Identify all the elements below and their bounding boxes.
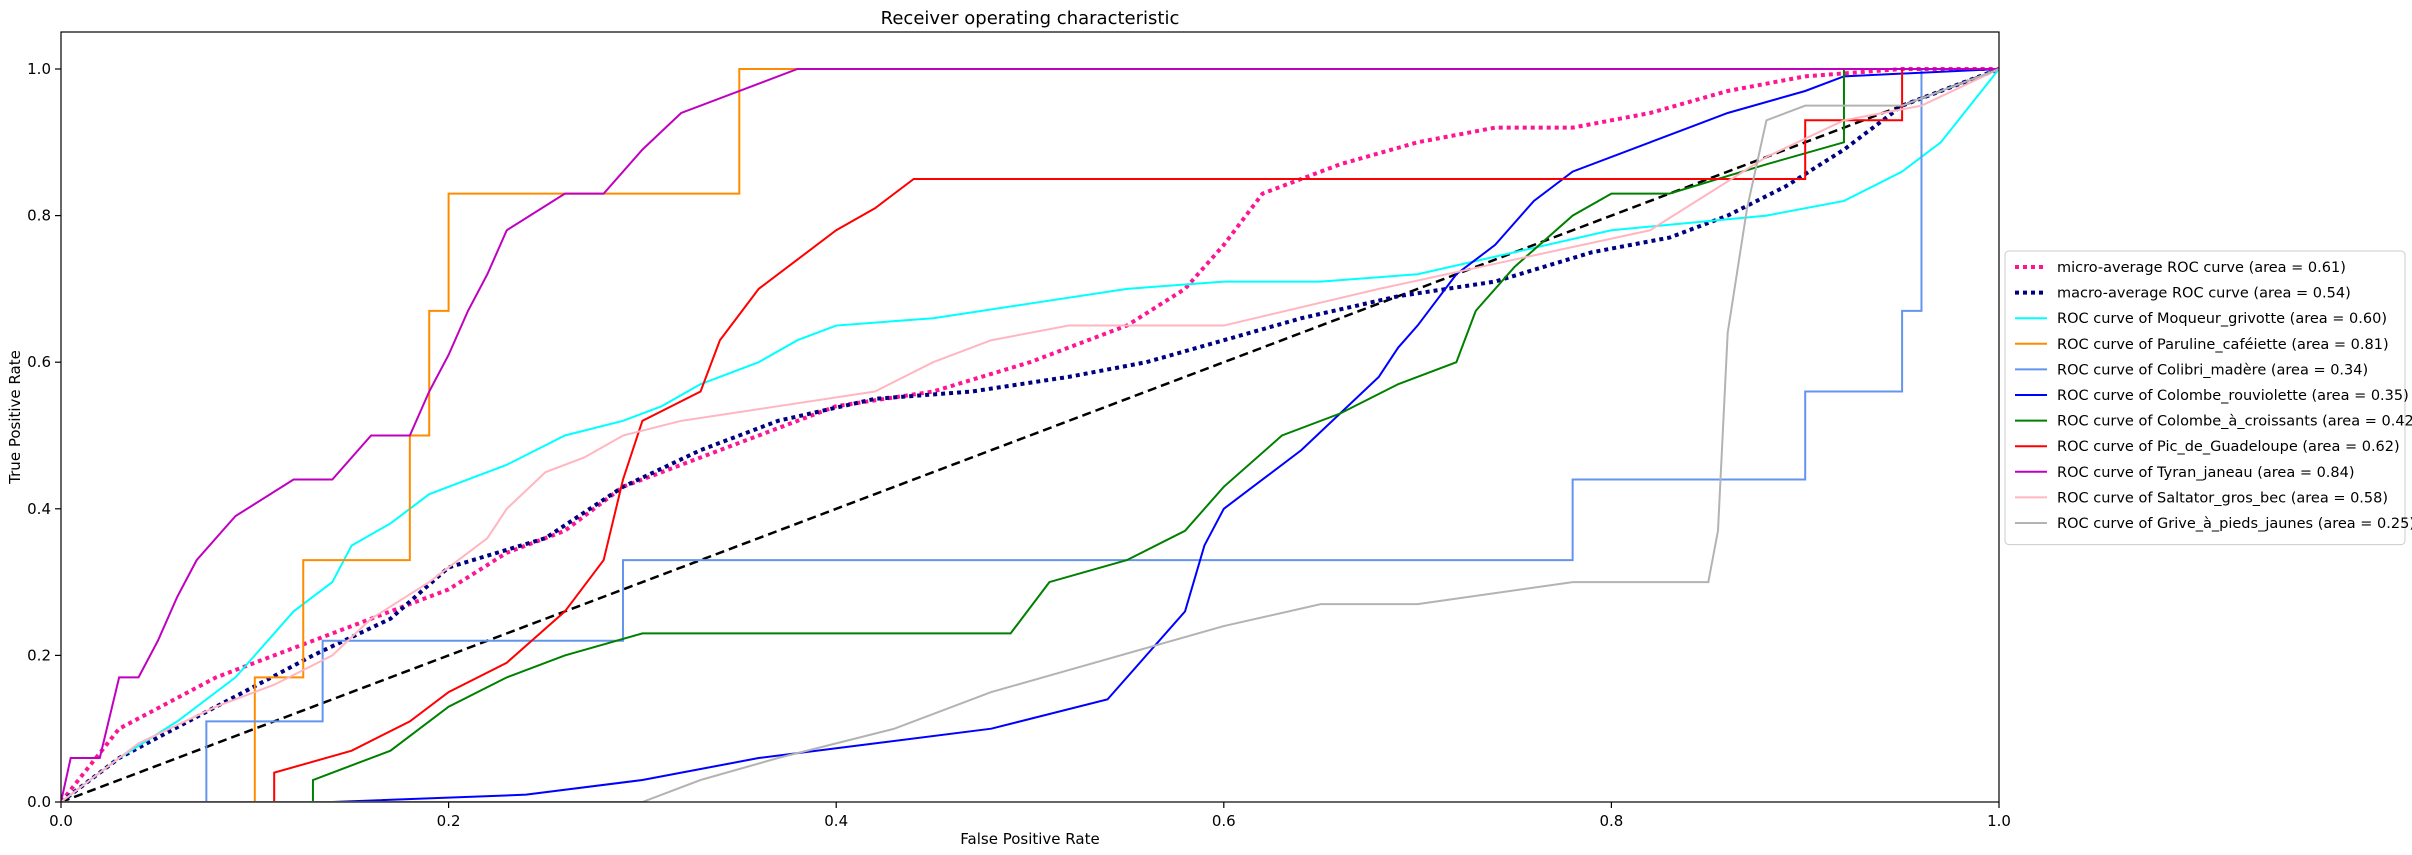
legend-label-4: ROC curve of Colibri_madère (area = 0.34… <box>2057 362 2368 378</box>
legend-label-1: macro-average ROC curve (area = 0.54) <box>2057 286 2351 302</box>
series-line-6 <box>61 68 1999 802</box>
legend-label-9: ROC curve of Saltator_gros_bec (area = 0… <box>2057 490 2388 506</box>
legend-box <box>2004 250 2406 546</box>
series-line-2 <box>61 68 1999 802</box>
series-line-10 <box>61 68 1999 802</box>
series-line-7 <box>61 68 1999 802</box>
y-tick-label: 0.4 <box>27 500 51 518</box>
series-lines <box>61 67 1999 802</box>
legend: micro-average ROC curve (area = 0.61) mac… <box>2004 250 2412 546</box>
series-line-1 <box>61 67 1999 802</box>
series-line-4 <box>61 68 1999 802</box>
series-line-8 <box>61 68 1999 802</box>
y-tick-label: 0.8 <box>27 207 51 225</box>
y-tick-label: 0.2 <box>27 646 51 664</box>
x-tick-label: 0.4 <box>824 812 848 830</box>
x-tick-label: 0.6 <box>1212 812 1236 830</box>
x-tick-label: 0.0 <box>49 812 73 830</box>
y-tick-label: 0.6 <box>27 353 51 371</box>
plot-area: 0.0 0.2 0.4 0.6 0.8 1.0 0.0 0.2 0.4 0.6 0.8 1.0 <box>27 31 2011 830</box>
x-axis-label: False Positive Rate <box>960 830 1099 848</box>
legend-label-7: ROC curve of Pic_de_Guadeloupe (area = 0… <box>2057 439 2400 455</box>
legend-label-5: ROC curve of Colombe_rouviolette (area =… <box>2057 388 2409 404</box>
chart-title: Receiver operating characteristic <box>881 8 1180 29</box>
axes-frame <box>60 31 2000 803</box>
y-tick-label: 0.0 <box>27 793 51 811</box>
legend-label-0: micro-average ROC curve (area = 0.61) <box>2057 260 2346 276</box>
y-axis-label: True Positive Rate <box>6 350 24 485</box>
series-line-9 <box>61 68 1999 802</box>
legend-label-3: ROC curve of Paruline_caféiette (area = … <box>2057 337 2389 353</box>
x-tick-label: 0.2 <box>437 812 461 830</box>
legend-label-8: ROC curve of Tyran_janeau (area = 0.84) <box>2057 465 2355 481</box>
x-tick-label: 0.8 <box>1599 812 1623 830</box>
legend-label-6: ROC curve of Colombe_à_croissants (area … <box>2057 414 2412 430</box>
x-tick-label: 1.0 <box>1987 812 2011 830</box>
legend-label-10: ROC curve of Grive_à_pieds_jaunes (area … <box>2057 516 2412 532</box>
legend-label-2: ROC curve of Moqueur_grivotte (area = 0.… <box>2057 311 2387 327</box>
y-tick-label: 1.0 <box>27 60 51 78</box>
